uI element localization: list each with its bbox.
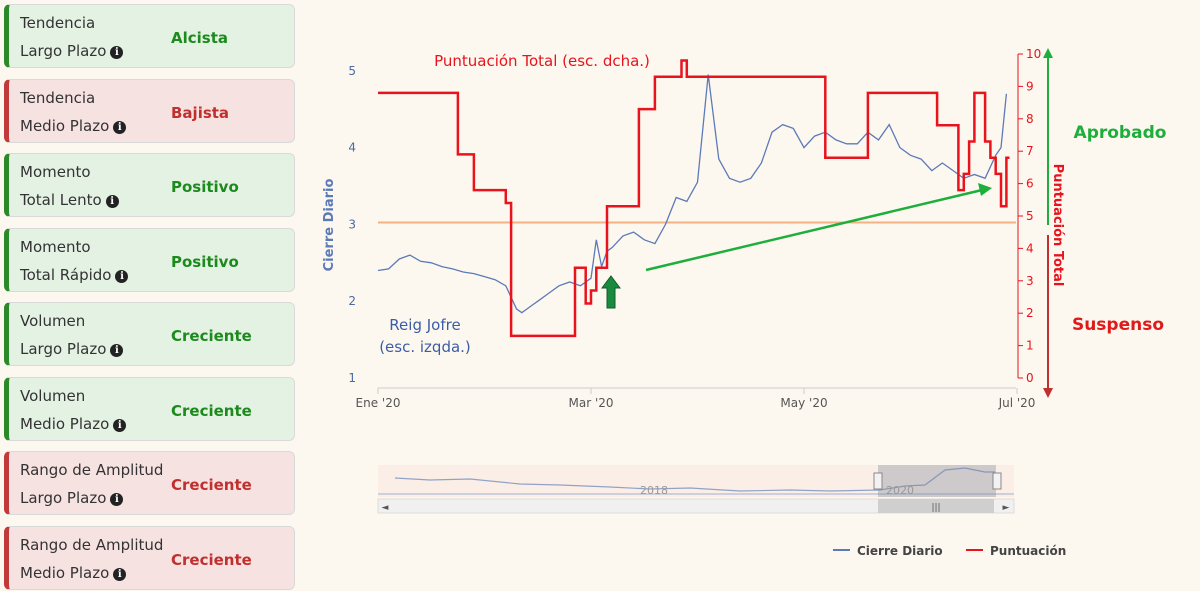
- indicator-name: Volumen: [20, 386, 86, 405]
- indicator-card: Volumen Largo Plazo i Creciente: [4, 302, 295, 366]
- indicator-name: Tendencia: [20, 14, 96, 32]
- indicator-card: Momento Total Lento i Positivo: [4, 153, 295, 217]
- right-axis-label: Puntuación Total: [1050, 164, 1065, 287]
- indicator-horizon: Largo Plazo i: [20, 340, 124, 358]
- info-icon[interactable]: i: [113, 120, 127, 134]
- indicator-horizon: Medio Plazo i: [20, 116, 127, 135]
- trend-arrow: [645, 188, 983, 272]
- indicator-card: Tendencia Largo Plazo i Alcista: [4, 4, 295, 68]
- indicator-name: Tendencia: [20, 88, 96, 107]
- right-tick-label: 0: [1026, 371, 1034, 385]
- left-tick-label: 3: [348, 217, 356, 231]
- buy-arrow-icon: [601, 275, 621, 309]
- x-tick-label: Mar '20: [568, 396, 613, 410]
- indicator-name: Rango de Amplitud: [20, 461, 164, 479]
- indicator-horizon-label: Total Lento: [20, 191, 102, 209]
- x-tick-label: Ene '20: [356, 396, 401, 410]
- trend-arrow-head: [978, 183, 992, 196]
- stock-scale: (esc. izqda.): [379, 338, 471, 356]
- scroll-right-icon[interactable]: ►: [1003, 503, 1010, 513]
- indicator-value: Creciente: [171, 401, 252, 420]
- indicator-horizon-label: Total Rápido: [20, 265, 112, 284]
- info-icon[interactable]: i: [113, 567, 127, 581]
- scroll-left-icon[interactable]: ◄: [382, 503, 389, 513]
- indicator-value: Creciente: [171, 550, 252, 569]
- indicator-value: Alcista: [171, 29, 229, 47]
- indicator-horizon: Total Rápido i: [20, 265, 129, 284]
- info-icon[interactable]: i: [110, 344, 124, 357]
- right-tick-label: 9: [1026, 79, 1034, 93]
- right-tick-label: 1: [1026, 339, 1034, 353]
- navigator-scrollbar-thumb[interactable]: [878, 499, 994, 513]
- navigator-selected-range[interactable]: [878, 465, 996, 497]
- left-tick-label: 2: [348, 294, 356, 308]
- indicator-value: Creciente: [171, 327, 252, 345]
- indicator-horizon: Medio Plazo i: [20, 414, 127, 433]
- info-icon[interactable]: i: [105, 195, 119, 208]
- legend: Cierre Diario Puntuación: [833, 544, 1066, 558]
- indicator-card: Tendencia Medio Plazo i Bajista: [4, 78, 295, 143]
- legend-item-cierre-diario[interactable]: Cierre Diario: [857, 544, 943, 558]
- indicator-horizon: Largo Plazo i: [20, 42, 124, 60]
- indicator-horizon-label: Medio Plazo: [20, 414, 110, 433]
- right-tick-label: 8: [1026, 112, 1034, 126]
- indicator-name: Momento: [20, 163, 91, 181]
- indicator-card: Rango de Amplitud Medio Plazo i Creciente: [4, 525, 295, 590]
- navigator-scrollbar[interactable]: [377, 498, 1015, 514]
- navigator-handle-right[interactable]: [992, 472, 1002, 490]
- right-tick-label: 7: [1026, 144, 1034, 158]
- aprobado-arrow-head: [1043, 48, 1053, 58]
- indicator-horizon-label: Largo Plazo: [20, 42, 107, 60]
- indicator-card: Rango de Amplitud Largo Plazo i Creciente: [4, 451, 295, 515]
- left-tick-label: 1: [348, 371, 356, 385]
- right-tick-label: 4: [1026, 241, 1034, 255]
- info-icon[interactable]: i: [113, 418, 127, 432]
- indicator-value: Creciente: [171, 476, 252, 494]
- right-tick-label: 5: [1026, 209, 1034, 223]
- right-tick-label: 3: [1026, 274, 1034, 288]
- indicator-horizon-label: Largo Plazo: [20, 340, 107, 358]
- indicator-card: Volumen Medio Plazo i Creciente: [4, 376, 295, 441]
- left-axis-label: Cierre Diario: [322, 179, 337, 272]
- indicator-value: Bajista: [171, 103, 230, 122]
- aprobado-label: Aprobado: [1074, 123, 1167, 143]
- left-tick-label: 5: [348, 64, 356, 78]
- x-tick-label: Jul '20: [998, 396, 1036, 410]
- x-tick-label: May '20: [780, 396, 827, 410]
- indicator-name: Momento: [20, 237, 91, 256]
- series-puntuacion: [377, 59, 1010, 338]
- indicator-horizon-label: Medio Plazo: [20, 116, 110, 135]
- right-tick-label: 10: [1026, 47, 1041, 61]
- scrollbar-grip-icon: |||: [931, 503, 940, 513]
- indicator-name: Rango de Amplitud: [20, 535, 164, 554]
- suspenso-arrow-head: [1043, 388, 1053, 398]
- indicator-name: Volumen: [20, 312, 86, 330]
- indicator-card: Momento Total Rápido i Positivo: [4, 227, 295, 292]
- info-icon[interactable]: i: [110, 493, 124, 506]
- navigator-label-2018: 2018: [640, 484, 668, 497]
- stock-name: Reig Jofre: [389, 316, 460, 334]
- indicator-horizon: Medio Plazo i: [20, 563, 127, 582]
- indicator-horizon: Total Lento i: [20, 191, 119, 209]
- indicator-value: Positivo: [171, 178, 239, 196]
- right-tick-label: 2: [1026, 306, 1034, 320]
- navigator[interactable]: 2018 2020 ◄ ► |||: [377, 465, 1015, 514]
- chart-title: Puntuación Total (esc. dcha.): [434, 52, 650, 70]
- indicator-value: Positivo: [171, 252, 239, 271]
- navigator-label-2020: 2020: [886, 484, 914, 497]
- right-tick-label: 6: [1026, 177, 1034, 191]
- navigator-series: [394, 467, 995, 492]
- indicator-cards: Tendencia Largo Plazo i Alcista Tendencia Med…: [0, 0, 300, 591]
- left-tick-label: 4: [348, 141, 356, 155]
- info-icon[interactable]: i: [115, 269, 129, 283]
- indicator-horizon-label: Medio Plazo: [20, 563, 110, 582]
- info-icon[interactable]: i: [110, 46, 124, 59]
- indicator-horizon-label: Largo Plazo: [20, 489, 107, 507]
- navigator-handle-left[interactable]: [873, 472, 883, 490]
- series-cierre-diario: [377, 74, 1008, 314]
- indicator-horizon: Largo Plazo i: [20, 489, 124, 507]
- legend-item-puntuacion[interactable]: Puntuación: [990, 544, 1066, 558]
- suspenso-label: Suspenso: [1072, 315, 1164, 335]
